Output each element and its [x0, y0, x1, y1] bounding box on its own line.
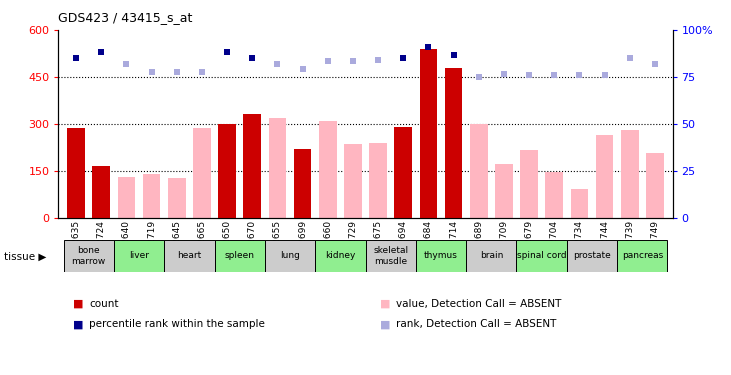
Bar — [545, 172, 563, 217]
Text: kidney: kidney — [325, 251, 355, 260]
Bar — [466, 240, 517, 272]
Text: GDS423 / 43415_s_at: GDS423 / 43415_s_at — [58, 11, 193, 24]
Bar — [164, 240, 214, 272]
Text: value, Detection Call = ABSENT: value, Detection Call = ABSENT — [396, 299, 561, 309]
Text: lung: lung — [280, 251, 300, 260]
Text: skeletal
musdle: skeletal musdle — [373, 246, 408, 266]
Bar — [214, 240, 265, 272]
Text: tissue ▶: tissue ▶ — [4, 252, 46, 262]
Bar — [92, 166, 110, 218]
Bar — [219, 124, 236, 218]
Bar — [366, 240, 416, 272]
Bar — [114, 240, 164, 272]
Bar — [520, 150, 538, 217]
Bar — [617, 240, 667, 272]
Text: ■: ■ — [380, 299, 390, 309]
Bar — [319, 121, 336, 218]
Bar — [168, 178, 186, 218]
Bar — [495, 164, 512, 218]
Text: bone
marrow: bone marrow — [72, 246, 106, 266]
Bar — [265, 240, 315, 272]
Bar — [571, 189, 588, 217]
Text: brain: brain — [480, 251, 503, 260]
Text: liver: liver — [129, 251, 149, 260]
Bar — [294, 149, 311, 217]
Bar — [268, 117, 287, 218]
Bar — [193, 128, 211, 217]
Text: count: count — [89, 299, 118, 309]
Text: rank, Detection Call = ABSENT: rank, Detection Call = ABSENT — [396, 320, 556, 329]
Bar — [64, 240, 114, 272]
Bar — [470, 124, 488, 218]
Text: pancreas: pancreas — [621, 251, 663, 260]
Bar — [315, 240, 366, 272]
Text: ■: ■ — [73, 299, 83, 309]
Text: ■: ■ — [73, 320, 83, 329]
Bar — [517, 240, 567, 272]
Text: thymus: thymus — [424, 251, 458, 260]
Bar — [395, 127, 412, 218]
Bar — [596, 135, 613, 218]
Text: percentile rank within the sample: percentile rank within the sample — [89, 320, 265, 329]
Bar — [621, 130, 639, 218]
Text: heart: heart — [177, 251, 202, 260]
Bar — [444, 68, 463, 218]
Text: prostate: prostate — [573, 251, 611, 260]
Bar — [369, 142, 387, 218]
Bar — [118, 177, 135, 218]
Bar — [344, 144, 362, 218]
Text: spinal cord: spinal cord — [517, 251, 567, 260]
Bar — [143, 174, 160, 217]
Bar — [646, 153, 664, 218]
Bar — [67, 128, 85, 217]
Bar — [243, 114, 261, 218]
Bar — [416, 240, 466, 272]
Text: ■: ■ — [380, 320, 390, 329]
Text: spleen: spleen — [224, 251, 254, 260]
Bar — [567, 240, 617, 272]
Bar — [420, 49, 437, 217]
